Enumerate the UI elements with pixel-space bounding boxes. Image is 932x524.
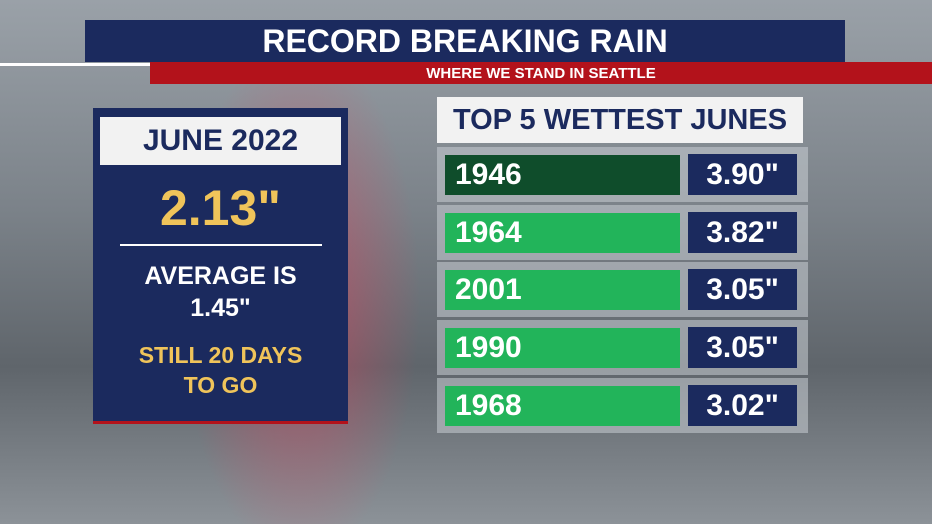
table-row: 2001 3.05" <box>437 262 808 317</box>
year-cell: 1968 <box>445 386 680 426</box>
rain-cell: 3.05" <box>688 327 797 368</box>
subtitle: WHERE WE STAND IN SEATTLE <box>150 62 932 84</box>
rain-cell: 3.05" <box>688 269 797 310</box>
note: STILL 20 DAYS <box>138 341 303 368</box>
month-label: JUNE 2022 <box>100 117 341 165</box>
rain-cell: 3.90" <box>688 154 797 195</box>
table-row: 1946 3.90" <box>437 147 808 202</box>
year-cell: 1964 <box>445 213 680 253</box>
year-cell: 1990 <box>445 328 680 368</box>
divider <box>120 244 322 246</box>
table-row: 1968 3.02" <box>437 378 808 433</box>
table-title: TOP 5 WETTEST JUNES <box>437 97 803 143</box>
accent-line <box>0 63 150 66</box>
rain-cell: 3.82" <box>688 212 797 253</box>
current-panel: JUNE 2022 2.13" AVERAGE IS 1.45" STILL 2… <box>93 108 348 424</box>
title: RECORD BREAKING RAIN <box>85 20 845 62</box>
rain-cell: 3.02" <box>688 385 797 426</box>
table-row: 1964 3.82" <box>437 205 808 260</box>
average-value: 1.45" <box>190 293 251 322</box>
year-cell: 1946 <box>445 155 680 195</box>
note: TO GO <box>183 371 258 398</box>
table-row: 1990 3.05" <box>437 320 808 375</box>
average-label: AVERAGE IS <box>144 261 297 290</box>
month-amount: 2.13" <box>159 180 282 236</box>
year-cell: 2001 <box>445 270 680 310</box>
